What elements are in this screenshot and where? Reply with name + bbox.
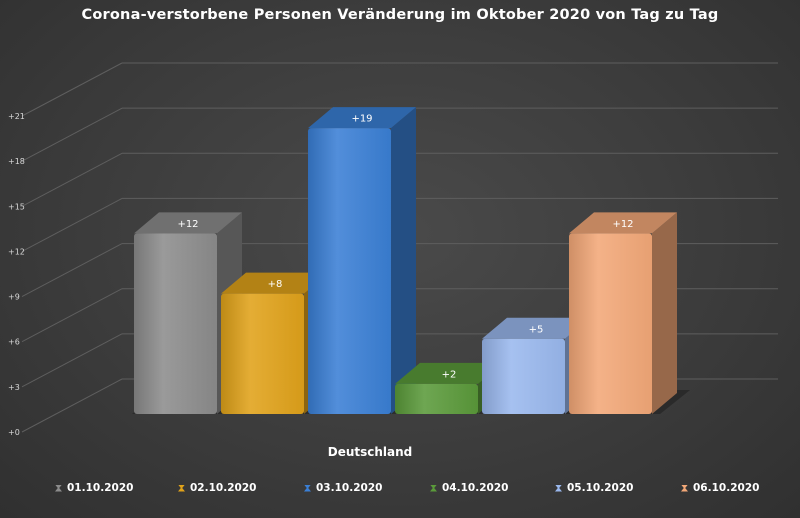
chart-title: Corona-verstorbene Personen Veränderung … — [81, 7, 719, 23]
gridline-side — [21, 152, 123, 207]
legend-label: 04.10.2020 — [442, 482, 509, 494]
bar — [308, 128, 391, 414]
gridline-side — [21, 62, 123, 117]
legend-label: 03.10.2020 — [316, 482, 383, 494]
legend-item: 05.10.2020 — [555, 482, 633, 494]
y-tick-label: +3 — [8, 383, 20, 392]
bar — [482, 338, 565, 414]
gridline-side — [21, 197, 123, 252]
gridline-side — [21, 243, 123, 298]
bar-side — [652, 212, 677, 414]
bar — [395, 383, 478, 414]
legend-label: 01.10.2020 — [67, 482, 134, 494]
bar — [134, 233, 217, 414]
gridline-side — [21, 378, 123, 433]
data-label: +8 — [268, 279, 283, 290]
bar — [569, 233, 652, 414]
y-tick-label: +9 — [8, 293, 20, 302]
bar-top — [569, 212, 677, 234]
legend-swatch — [304, 484, 311, 492]
gridline-side — [21, 288, 123, 343]
y-tick-label: +12 — [8, 247, 25, 256]
bar-top — [134, 212, 242, 234]
legend-item: 06.10.2020 — [681, 482, 759, 494]
legend-swatch — [430, 484, 437, 492]
data-label: +19 — [351, 114, 372, 125]
bar-top — [221, 272, 329, 294]
legend-swatch — [55, 484, 62, 492]
legend: 01.10.2020 02.10.2020 03.10.2020 04.10.2020… — [0, 482, 800, 498]
data-label: +2 — [442, 369, 457, 380]
y-tick-label: +18 — [8, 157, 25, 166]
legend-item: 01.10.2020 — [55, 482, 133, 494]
legend-label: 06.10.2020 — [693, 482, 760, 494]
legend-item: 03.10.2020 — [304, 482, 382, 494]
y-tick-label: +0 — [8, 428, 20, 437]
legend-swatch — [681, 484, 688, 492]
gridline-side — [21, 107, 123, 162]
bar-top — [308, 107, 416, 129]
legend-label: 05.10.2020 — [567, 482, 634, 494]
legend-item: 04.10.2020 — [430, 482, 508, 494]
legend-swatch — [555, 484, 562, 492]
y-tick-label: +21 — [8, 112, 25, 121]
data-label: +5 — [529, 324, 544, 335]
category-label: Deutschland — [327, 445, 413, 459]
bar-side — [391, 107, 416, 414]
y-tick-label: +15 — [8, 202, 25, 211]
data-label: +12 — [177, 219, 198, 230]
legend-item: 02.10.2020 — [178, 482, 256, 494]
data-label: +12 — [612, 219, 633, 230]
bar — [221, 293, 304, 414]
legend-swatch — [178, 484, 185, 492]
y-tick-label: +6 — [8, 338, 20, 347]
bar-top — [395, 362, 503, 384]
legend-label: 02.10.2020 — [190, 482, 257, 494]
bar-top — [482, 317, 590, 339]
gridline-side — [21, 333, 123, 388]
